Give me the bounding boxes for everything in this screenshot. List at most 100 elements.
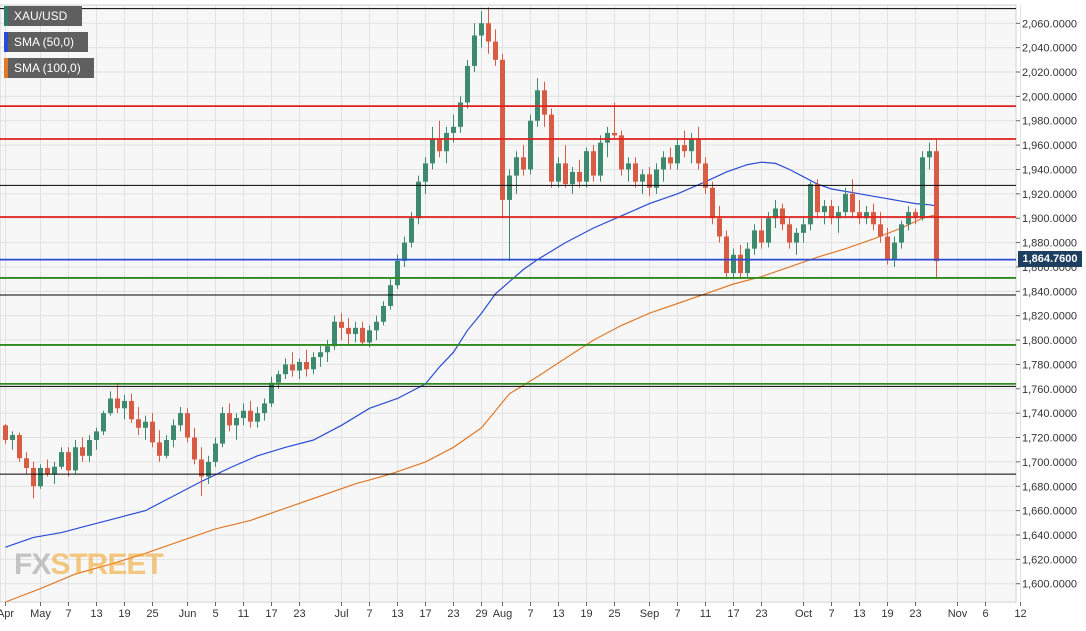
candle-body — [451, 126, 456, 133]
legend-sma100[interactable]: SMA (100,0) — [4, 58, 94, 78]
candle-body — [122, 400, 127, 409]
candle-up — [38, 464, 43, 489]
candle-body — [773, 208, 778, 219]
candle-body — [353, 327, 358, 334]
gridlines — [0, 5, 1021, 602]
candle-body — [66, 452, 71, 471]
candle-body — [570, 171, 575, 185]
candle-up — [276, 370, 281, 389]
y-tick-label: 1,940.0000 — [1022, 164, 1077, 176]
candle-body — [752, 230, 757, 249]
candle-up — [808, 181, 813, 231]
candle-body — [808, 184, 813, 225]
y-tick-label: 1,660.0000 — [1022, 506, 1077, 518]
candle-down — [157, 430, 162, 462]
candle-body — [269, 382, 274, 404]
candle-down — [486, 7, 491, 54]
x-tick-label: 17 — [419, 608, 431, 620]
y-tick-label: 1,820.0000 — [1022, 311, 1077, 323]
candle-up — [269, 376, 274, 408]
candle-up — [206, 455, 211, 484]
candle-body — [45, 467, 50, 475]
legend-label-sma100: SMA (100,0) — [14, 61, 81, 75]
x-tick-label: Jun — [179, 608, 197, 620]
candle-up — [794, 227, 799, 255]
x-tick-label: Jul — [334, 608, 348, 620]
candle-body — [430, 139, 435, 164]
candle-body — [150, 421, 155, 443]
candle-body — [591, 151, 596, 176]
candle-down — [787, 218, 792, 249]
candle-body — [409, 218, 414, 243]
x-tick-label: 12 — [1014, 608, 1026, 620]
candle-up — [906, 206, 911, 231]
x-tick-label: 7 — [366, 608, 372, 620]
candle-up — [234, 413, 239, 440]
last-price-tag: 1,864.7600 — [1018, 251, 1082, 267]
candle-down — [563, 145, 568, 188]
candle-body — [871, 212, 876, 225]
candle-body — [17, 435, 22, 459]
candle-body — [108, 398, 113, 414]
candle-body — [101, 413, 106, 432]
y-tick-label: 1,840.0000 — [1022, 286, 1077, 298]
candle-body — [815, 184, 820, 213]
candles-series — [3, 7, 939, 499]
candle-up — [892, 236, 897, 267]
x-tick-label: Apr — [0, 608, 14, 620]
legend-sma50[interactable]: SMA (50,0) — [4, 32, 88, 52]
y-tick-label: 2,040.0000 — [1022, 43, 1077, 55]
candle-body — [843, 193, 848, 213]
legend-xauusd[interactable]: XAU/USD — [4, 6, 82, 26]
candle-body — [402, 242, 407, 261]
candle-body — [297, 361, 302, 371]
x-tick-label: 13 — [391, 608, 403, 620]
candle-body — [766, 218, 771, 243]
candle-body — [220, 413, 225, 444]
horizontal-levels — [0, 8, 1016, 475]
candle-down — [934, 139, 939, 280]
candle-body — [612, 132, 617, 136]
candle-body — [59, 452, 64, 467]
candle-down — [346, 318, 351, 345]
candle-up — [178, 407, 183, 432]
candle-up — [52, 461, 57, 484]
candle-body — [171, 425, 176, 440]
candle-body — [304, 361, 309, 370]
candle-body — [801, 224, 806, 233]
y-tick-label: 2,000.0000 — [1022, 91, 1077, 103]
candle-down — [682, 130, 687, 158]
candle-body — [899, 224, 904, 243]
x-tick-label: 6 — [982, 608, 988, 620]
x-tick-label: Oct — [795, 608, 812, 620]
candle-up — [213, 437, 218, 467]
candle-up — [409, 212, 414, 248]
candle-up — [528, 114, 533, 175]
legend-swatch-sma50 — [4, 32, 8, 52]
x-tick-label: 23 — [909, 608, 921, 620]
candle-up — [458, 96, 463, 133]
candle-up — [311, 352, 316, 375]
candle-down — [136, 407, 141, 436]
candle-body — [934, 151, 939, 262]
candle-body — [759, 230, 764, 243]
x-tick-label: 5 — [212, 608, 218, 620]
candle-down — [500, 53, 505, 219]
candle-body — [465, 65, 470, 103]
candle-body — [864, 212, 869, 219]
candle-down — [759, 218, 764, 249]
candle-body — [255, 413, 260, 422]
x-tick-label: 25 — [608, 608, 620, 620]
y-tick-label: 1,600.0000 — [1022, 579, 1077, 591]
candle-body — [619, 135, 624, 170]
candle-down — [696, 126, 701, 170]
candle-body — [227, 413, 232, 426]
y-tick-label: 1,640.0000 — [1022, 530, 1077, 542]
candle-down — [710, 181, 715, 225]
candle-up — [598, 135, 603, 182]
candle-up — [122, 394, 127, 420]
candle-body — [164, 439, 169, 456]
candle-body — [213, 443, 218, 462]
candle-up — [325, 340, 330, 362]
candle-up — [675, 139, 680, 170]
